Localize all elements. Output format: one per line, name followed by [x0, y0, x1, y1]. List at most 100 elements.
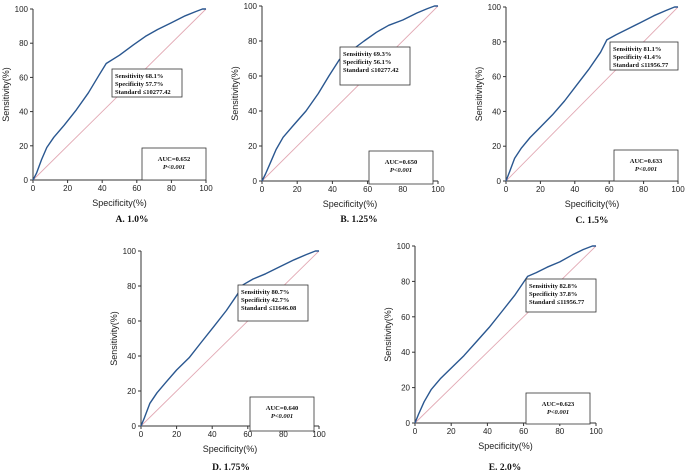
- reference-diagonal: [261, 5, 439, 182]
- y-tick-label: 40: [19, 108, 28, 117]
- x-tick-label: 100: [431, 185, 445, 194]
- y-tick-label: 0: [497, 177, 502, 186]
- x-axis-title: Specificity(%): [565, 199, 620, 209]
- x-tick-label: 80: [167, 184, 176, 193]
- y-tick-label: 20: [492, 142, 501, 151]
- auc-box: [613, 149, 679, 182]
- x-tick-label: 100: [589, 427, 603, 436]
- x-tick-label: 20: [447, 427, 456, 436]
- y-tick-label: 60: [19, 73, 28, 82]
- auc-box: [368, 150, 434, 185]
- x-tick-label: 0: [31, 184, 36, 193]
- auc-value: AUC=0.623: [542, 401, 575, 408]
- roc-curve: [261, 5, 438, 182]
- auc-value: AUC=0.650: [385, 159, 417, 166]
- x-tick-label: 0: [260, 185, 265, 194]
- cutoff-box: [111, 68, 183, 98]
- cutoff-text: Standard ≤11646.08: [241, 305, 297, 312]
- x-tick-label: 100: [312, 430, 326, 439]
- x-axis-title: Specificity(%): [203, 444, 258, 454]
- panel-caption: B. 1.25%: [340, 215, 377, 225]
- x-tick-label: 40: [483, 427, 492, 436]
- p-value: P<0.001: [271, 413, 293, 420]
- reference-diagonal: [505, 6, 679, 182]
- y-tick-label: 60: [492, 73, 501, 82]
- x-tick-label: 80: [555, 427, 564, 436]
- x-tick-label: 0: [413, 427, 418, 436]
- x-tick-label: 40: [208, 430, 217, 439]
- x-tick-label: 0: [504, 185, 509, 194]
- roc-panel-2: 00 20 20 40 40 60 60 80 80 100 100 Specificity(%) Se…: [230, 2, 445, 225]
- y-tick-label: 80: [127, 282, 136, 291]
- auc-box: [141, 147, 207, 181]
- y-axis-title: Sensitivity(%): [383, 307, 393, 362]
- y-axis-title: Sensitivity(%): [474, 67, 484, 122]
- x-tick-label: 20: [172, 430, 181, 439]
- y-tick-label: 0: [253, 177, 258, 186]
- x-tick-label: 60: [132, 184, 141, 193]
- y-tick-label: 40: [127, 352, 136, 361]
- y-tick-label: 100: [15, 5, 29, 14]
- roc-panel-4: 00 20 20 40 40 60 60 80 80 100 100 Specificity(%) Se…: [109, 247, 326, 473]
- roc-panel-1: 00 20 20 40 40 60 60 80 80 100 100 Specificity(%) Se…: [1, 5, 213, 225]
- p-value: P<0.001: [163, 164, 185, 171]
- x-tick-label: 60: [243, 430, 252, 439]
- cutoff-text: Specificity 37.8%: [529, 291, 577, 298]
- x-axis-title: Specificity(%): [323, 199, 378, 209]
- y-tick-label: 20: [248, 142, 257, 151]
- cutoff-text: Standard ≤10277.42: [343, 67, 399, 74]
- x-tick-label: 60: [519, 427, 528, 436]
- y-tick-label: 0: [406, 419, 411, 428]
- x-tick-label: 100: [671, 185, 685, 194]
- cutoff-text: Standard ≤11956.77: [529, 299, 585, 306]
- y-axis-title: Sensitivity(%): [109, 311, 119, 366]
- x-tick-label: 20: [536, 185, 545, 194]
- y-tick-label: 60: [401, 313, 410, 322]
- x-tick-label: 80: [639, 185, 648, 194]
- cutoff-text: Standard ≤10277.42: [115, 89, 171, 96]
- cutoff-text: Specificity 41.4%: [613, 54, 661, 61]
- y-tick-label: 0: [132, 422, 137, 431]
- y-tick-label: 20: [127, 387, 136, 396]
- p-value: P<0.001: [635, 166, 657, 173]
- cutoff-box: [609, 41, 679, 71]
- x-tick-label: 20: [63, 184, 72, 193]
- cutoff-text: Specificity 42.7%: [241, 297, 289, 304]
- roc-curve: [32, 8, 206, 181]
- roc-panel-5: 00 20 20 40 40 60 60 80 80 100 100 Specificity(%) Se…: [383, 242, 603, 473]
- auc-value: AUC=0.633: [630, 158, 663, 165]
- y-tick-label: 100: [488, 3, 502, 12]
- cutoff-text: Sensitivity 82.8%: [529, 283, 577, 290]
- reference-diagonal: [140, 250, 320, 427]
- auc-value: AUC=0.652: [158, 156, 190, 163]
- cutoff-box: [237, 284, 309, 322]
- roc-curve: [140, 250, 319, 427]
- y-axis-title: Sensitivity(%): [1, 67, 11, 122]
- y-tick-label: 40: [492, 107, 501, 116]
- p-value: P<0.001: [547, 409, 569, 416]
- x-tick-label: 40: [328, 185, 337, 194]
- y-tick-label: 80: [492, 38, 501, 47]
- y-tick-label: 60: [127, 317, 136, 326]
- cutoff-text: Sensitivity 69.3%: [343, 51, 391, 58]
- cutoff-text: Sensitivity 68.1%: [115, 73, 163, 80]
- x-axis-title: Specificity(%): [92, 198, 147, 208]
- y-tick-label: 40: [248, 107, 257, 116]
- cutoff-text: Specificity 57.7%: [115, 81, 163, 88]
- cutoff-text: Sensitivity 80.7%: [241, 289, 289, 296]
- panel-caption: A. 1.0%: [116, 215, 149, 225]
- cutoff-box: [525, 278, 597, 313]
- auc-box: [249, 396, 315, 432]
- y-axis-title: Sensitivity(%): [230, 66, 240, 121]
- x-tick-label: 80: [398, 185, 407, 194]
- y-tick-label: 100: [244, 2, 258, 11]
- panel-caption: C. 1.5%: [576, 216, 609, 226]
- y-tick-label: 100: [123, 247, 137, 256]
- roc-panel-3: 00 20 20 40 40 60 60 80 80 100 100 Specificity(%) Se…: [474, 3, 685, 226]
- panel-caption: E. 2.0%: [489, 463, 521, 473]
- x-tick-label: 60: [605, 185, 614, 194]
- y-tick-label: 80: [248, 37, 257, 46]
- y-tick-label: 20: [401, 384, 410, 393]
- auc-box: [525, 392, 591, 425]
